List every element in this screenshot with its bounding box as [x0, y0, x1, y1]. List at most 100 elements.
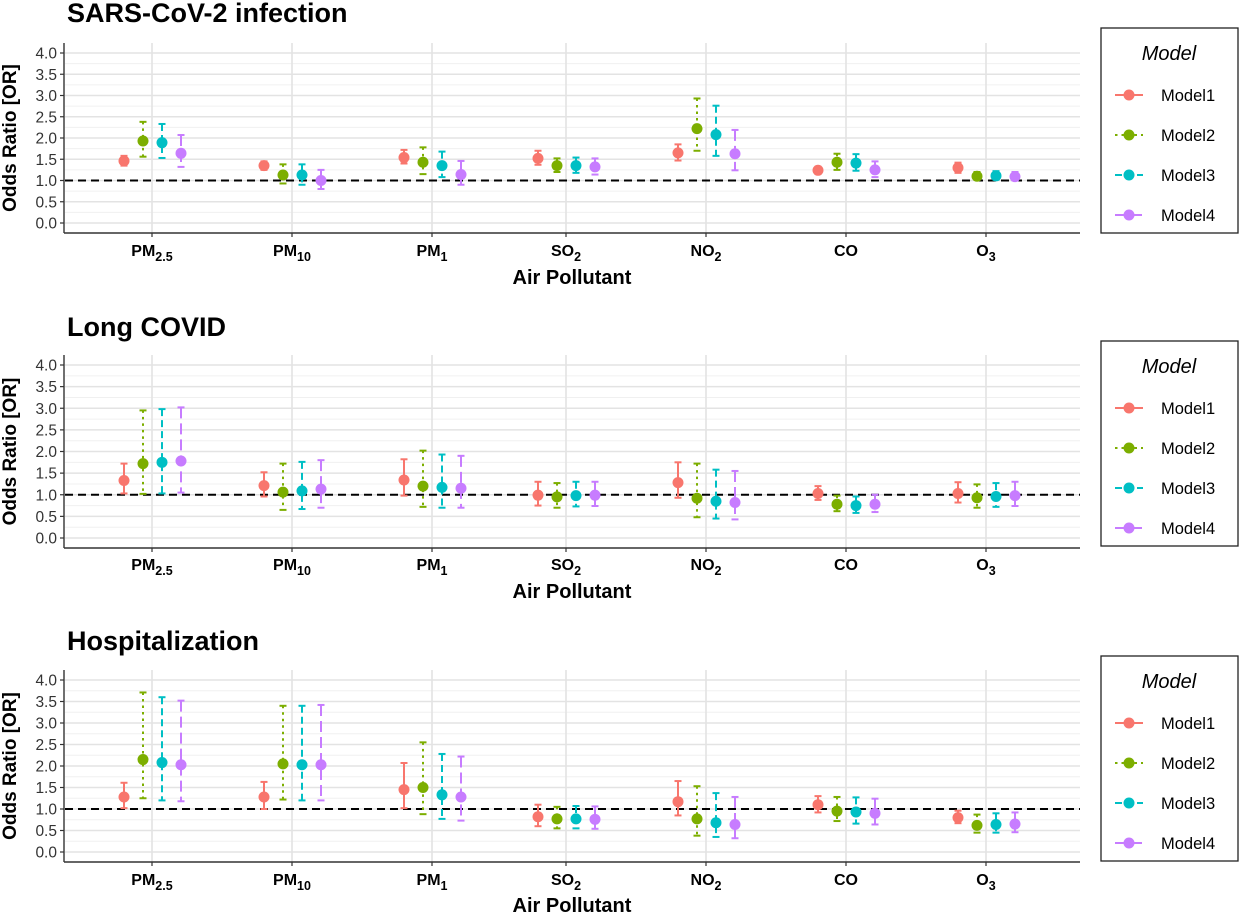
point-model3 — [296, 759, 308, 771]
point-model4 — [729, 148, 741, 160]
point-model1 — [258, 160, 270, 172]
legend-label-model1: Model1 — [1161, 400, 1215, 418]
y-tick-label: 3.0 — [35, 88, 57, 105]
point-model1 — [258, 480, 270, 492]
legend-key-point — [1123, 482, 1135, 494]
point-model1 — [532, 489, 544, 501]
y-tick-label: 1.0 — [35, 487, 57, 504]
point-model4 — [869, 498, 881, 510]
y-tick-label: 1.5 — [35, 466, 57, 483]
chart-title: Long COVID — [67, 312, 226, 342]
point-model4 — [869, 164, 881, 176]
point-model4 — [455, 791, 467, 803]
point-model2 — [831, 156, 843, 168]
point-model2 — [691, 813, 703, 825]
x-tick-label: PM10 — [273, 872, 311, 893]
legend-key-point — [1123, 717, 1135, 729]
point-model2 — [417, 782, 429, 793]
point-model3 — [850, 157, 862, 169]
point-model3 — [296, 485, 308, 497]
point-model2 — [831, 498, 843, 510]
point-model1 — [532, 152, 544, 164]
x-tick-label: CO — [834, 243, 858, 260]
legend-key-point — [1123, 402, 1135, 414]
legend-label-model2: Model2 — [1161, 440, 1215, 458]
point-model3 — [990, 818, 1002, 830]
point-model3 — [436, 160, 448, 172]
y-tick-label: 2.0 — [35, 444, 57, 461]
point-model3 — [710, 129, 722, 141]
point-model3 — [850, 500, 862, 512]
point-model3 — [156, 456, 168, 468]
legend-key-point — [1123, 757, 1135, 769]
y-tick-label: 2.5 — [35, 109, 57, 126]
x-tick-label: O3 — [976, 872, 995, 893]
y-tick-label: 1.0 — [35, 173, 57, 190]
point-model1 — [118, 791, 130, 803]
x-tick-label: PM2.5 — [131, 243, 172, 264]
legend-key-point — [1123, 209, 1135, 221]
point-model1 — [532, 811, 544, 823]
y-axis-label: Odds Ratio [OR] — [0, 378, 21, 526]
point-model3 — [710, 495, 722, 507]
point-model4 — [869, 807, 881, 819]
point-model3 — [990, 170, 1002, 182]
point-model1 — [258, 791, 270, 803]
point-model4 — [315, 483, 327, 495]
legend-key-point — [1123, 797, 1135, 809]
point-model4 — [589, 489, 601, 501]
point-model1 — [118, 474, 130, 486]
point-model1 — [812, 164, 824, 176]
point-model1 — [672, 147, 684, 159]
point-model2 — [277, 486, 289, 498]
y-tick-label: 1.5 — [35, 780, 57, 797]
y-tick-label: 1.0 — [35, 802, 57, 819]
y-tick-label: 0.0 — [35, 216, 57, 233]
point-model4 — [315, 175, 327, 186]
point-model4 — [455, 169, 467, 181]
y-axis-label: Odds Ratio [OR] — [0, 692, 21, 840]
legend-label-model3: Model3 — [1161, 480, 1215, 498]
point-model4 — [589, 813, 601, 825]
y-tick-label: 0.0 — [35, 845, 57, 862]
point-model1 — [952, 162, 964, 174]
chart-panel-1: SARS-CoV-2 infection 0.0 0.5 1.0 1.5 2.0 2.5 3.… — [0, 0, 1239, 289]
point-model3 — [850, 806, 862, 818]
point-model2 — [691, 492, 703, 504]
x-tick-label: CO — [834, 557, 858, 574]
point-model4 — [315, 759, 327, 771]
y-tick-label: 3.5 — [35, 379, 57, 396]
x-tick-label: PM10 — [273, 557, 311, 578]
x-tick-label: PM10 — [273, 243, 311, 264]
point-model3 — [710, 817, 722, 829]
point-model4 — [729, 497, 741, 509]
point-model1 — [812, 487, 824, 499]
y-tick-label: 2.0 — [35, 131, 57, 148]
y-tick-label: 2.5 — [35, 737, 57, 754]
y-tick-label: 2.0 — [35, 759, 57, 776]
chart-panel-3: Hospitalization 0.0 0.5 1.0 1.5 2.0 2.5 3.0 3.5 4… — [0, 626, 1239, 913]
point-model2 — [137, 458, 149, 470]
legend-key-point — [1123, 89, 1135, 101]
y-tick-label: 3.5 — [35, 694, 57, 711]
x-tick-label: O3 — [976, 557, 995, 578]
y-tick-label: 0.5 — [35, 194, 57, 211]
legend-key-point — [1123, 129, 1135, 141]
point-model1 — [812, 799, 824, 811]
legend: Model Model1 Model2 Model3 Model4 — [1100, 27, 1239, 234]
x-tick-label: SO2 — [551, 557, 581, 578]
point-model1 — [672, 796, 684, 808]
point-model1 — [952, 812, 964, 824]
legend-label-model1: Model1 — [1161, 87, 1215, 105]
point-model3 — [156, 137, 168, 149]
legend-title: Model — [1142, 356, 1197, 378]
y-tick-label: 0.5 — [35, 823, 57, 840]
point-model2 — [971, 170, 983, 182]
y-tick-label: 0.0 — [35, 531, 57, 548]
chart-panel-2: Long COVID 0.0 0.5 1.0 1.5 2.0 2.5 3.0 3.5 4.0 Odd… — [0, 312, 1239, 603]
x-tick-label: NO2 — [691, 872, 722, 893]
x-tick-label: O3 — [976, 243, 995, 264]
y-tick-label: 4.0 — [35, 46, 57, 63]
point-model2 — [277, 758, 289, 770]
